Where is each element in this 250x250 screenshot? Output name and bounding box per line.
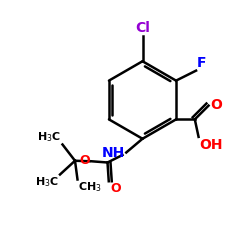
Text: O: O — [80, 154, 90, 167]
Text: H$_3$C: H$_3$C — [35, 176, 59, 189]
Text: O: O — [210, 98, 222, 112]
Text: H$_3$C: H$_3$C — [38, 130, 62, 143]
Text: F: F — [197, 56, 206, 70]
Text: CH$_3$: CH$_3$ — [78, 180, 102, 194]
Text: OH: OH — [199, 138, 223, 151]
Text: NH: NH — [102, 146, 125, 160]
Text: O: O — [110, 182, 120, 195]
Text: Cl: Cl — [135, 21, 150, 35]
